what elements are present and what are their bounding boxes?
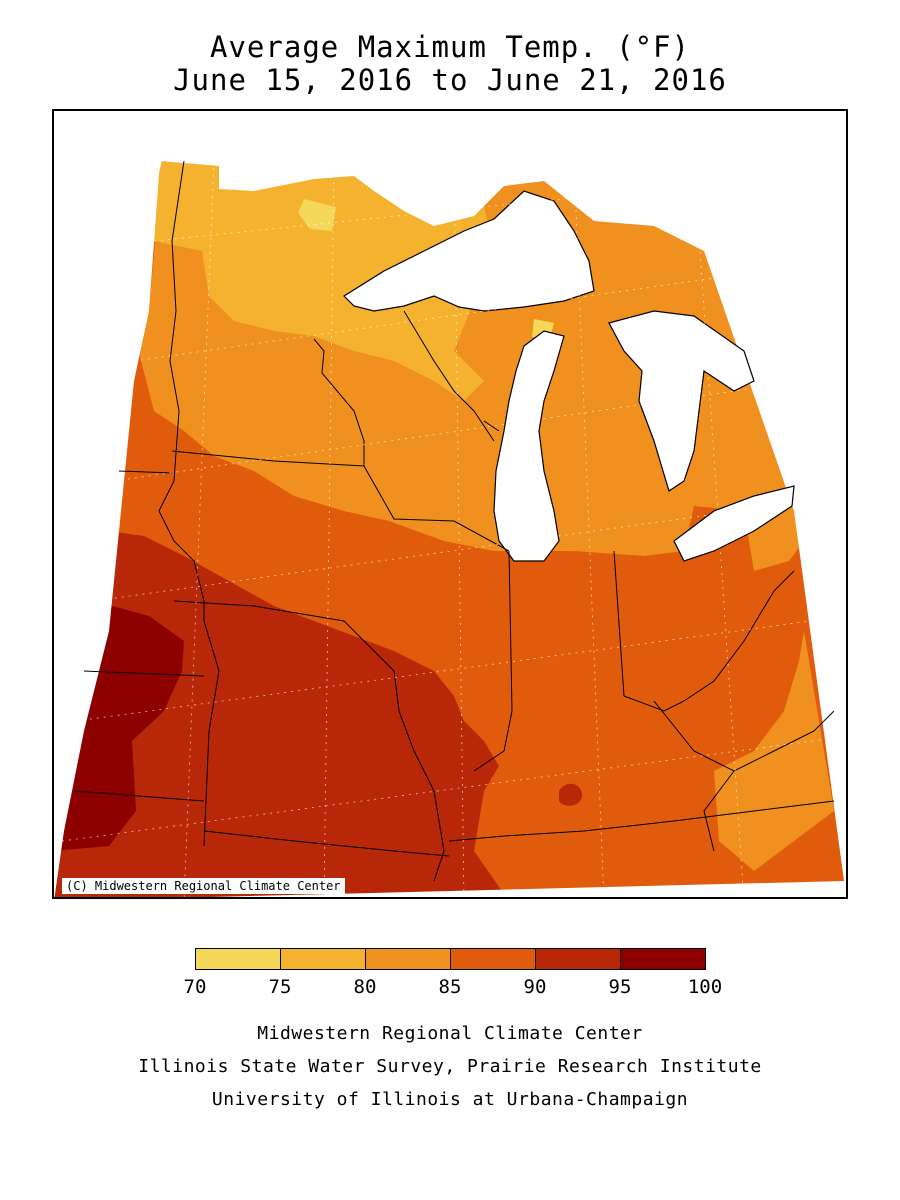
credit-university: University of Illinois at Urbana-Champai… bbox=[211, 1089, 689, 1110]
legend-swatch bbox=[365, 948, 451, 970]
band-75-80 bbox=[154, 161, 494, 401]
lake-michigan bbox=[493, 330, 565, 562]
legend-tick-label: 80 bbox=[353, 976, 377, 998]
legend-tick-label: 95 bbox=[608, 976, 632, 998]
outside-projection-mask bbox=[54, 111, 846, 897]
legend-swatch bbox=[280, 948, 366, 970]
color-legend bbox=[195, 948, 706, 970]
legend-swatch bbox=[620, 948, 706, 970]
legend-tick-label: 85 bbox=[438, 976, 462, 998]
legend-tick-label: 70 bbox=[183, 976, 207, 998]
legend-tick-label: 90 bbox=[523, 976, 547, 998]
band-70-75 bbox=[298, 199, 336, 231]
legend-swatch bbox=[195, 948, 281, 970]
credit-survey: Illinois State Water Survey, Prairie Res… bbox=[138, 1056, 762, 1077]
credit-organization: Midwestern Regional Climate Center bbox=[257, 1023, 643, 1044]
legend-swatch bbox=[450, 948, 536, 970]
map-copyright: (C) Midwestern Regional Climate Center bbox=[62, 878, 345, 894]
lake-superior bbox=[343, 190, 595, 312]
state-boundaries bbox=[73, 160, 835, 882]
lake-erie bbox=[673, 485, 795, 562]
map-canvas bbox=[54, 111, 846, 897]
map-date-range: June 15, 2016 to June 21, 2016 bbox=[173, 63, 727, 97]
legend-swatch bbox=[535, 948, 621, 970]
band-90-95-spot bbox=[559, 783, 582, 806]
legend-tick-label: 100 bbox=[687, 976, 723, 998]
legend-tick-label: 75 bbox=[268, 976, 292, 998]
latlon-grid bbox=[61, 160, 846, 897]
lake-huron bbox=[608, 310, 755, 492]
temperature-map: (C) Midwestern Regional Climate Center bbox=[52, 109, 848, 899]
map-title: Average Maximum Temp. (°F) bbox=[210, 30, 690, 64]
band-90-95 bbox=[54, 531, 507, 897]
